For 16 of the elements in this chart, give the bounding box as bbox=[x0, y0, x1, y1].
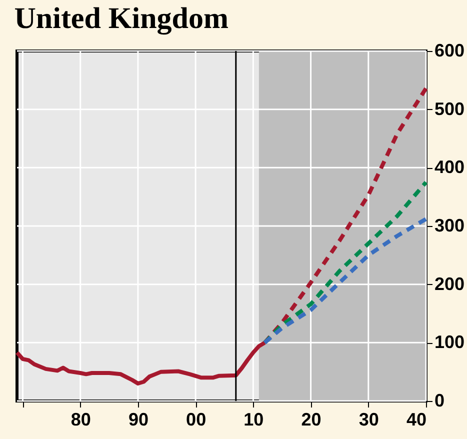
x-tick-label: 90 bbox=[128, 410, 148, 430]
y-tick-label: 600 bbox=[434, 40, 465, 60]
chart-title: United Kingdom bbox=[14, 2, 228, 35]
y-tick-label: 100 bbox=[434, 332, 465, 352]
x-tick-label: 00 bbox=[186, 410, 206, 430]
x-tick-label: 80 bbox=[70, 410, 91, 430]
y-tick-label: 300 bbox=[434, 216, 465, 236]
x-tick-label: 20 bbox=[301, 410, 322, 430]
x-tick-label: 40 bbox=[406, 410, 426, 430]
y-tick-label: 400 bbox=[434, 157, 465, 178]
y-tick-label: 0 bbox=[434, 390, 445, 410]
x-tick-label: 10 bbox=[244, 410, 264, 430]
x-tick-label: 30 bbox=[358, 410, 379, 430]
line-series bbox=[262, 217, 428, 345]
y-tick-label: 200 bbox=[434, 274, 465, 294]
y-tick-label: 500 bbox=[434, 98, 465, 119]
